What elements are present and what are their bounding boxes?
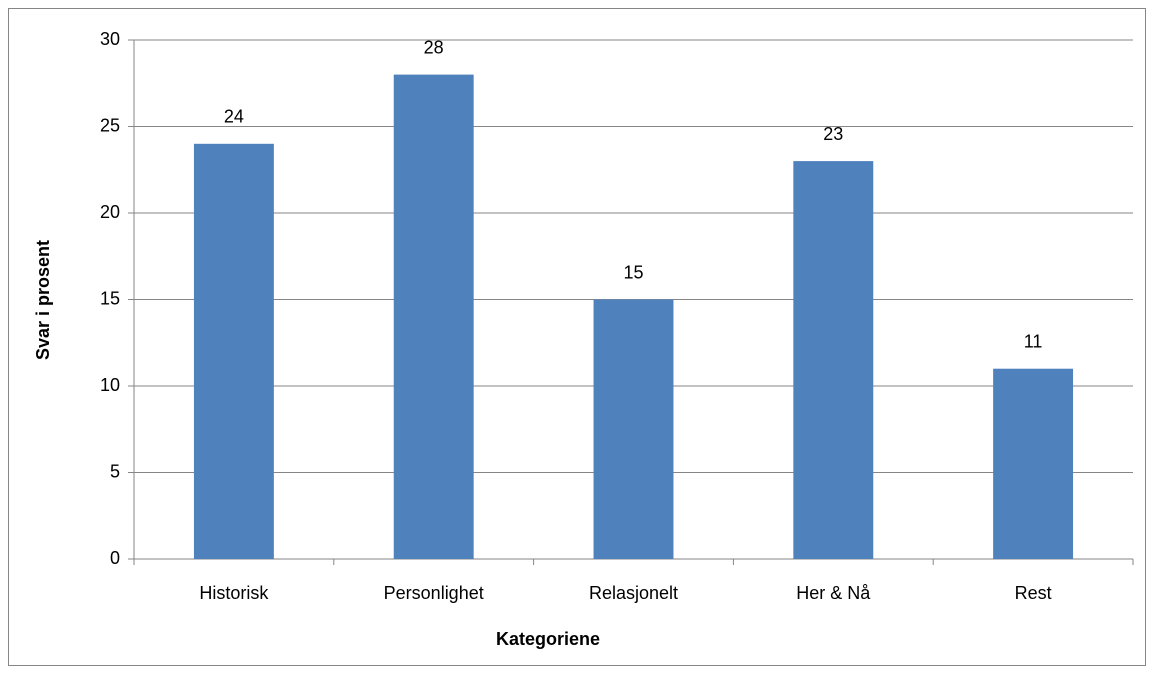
y-tick-label: 10 — [100, 375, 120, 395]
bar — [593, 299, 674, 559]
x-tick-label: Historisk — [199, 583, 269, 603]
x-axis-title: Kategoriene — [496, 629, 600, 649]
bar — [993, 368, 1074, 559]
x-tick-label: Relasjonelt — [589, 583, 678, 603]
data-label: 24 — [224, 107, 244, 127]
x-tick-label: Rest — [1015, 583, 1052, 603]
y-tick-label: 5 — [110, 461, 120, 481]
data-label: 15 — [623, 262, 643, 282]
y-tick-label: 30 — [100, 29, 120, 49]
data-label: 23 — [823, 124, 843, 144]
y-tick-label: 0 — [110, 548, 120, 568]
bar — [793, 161, 874, 559]
y-tick-label: 20 — [100, 202, 120, 222]
x-tick-label: Her & Nå — [796, 583, 871, 603]
bar — [193, 143, 274, 560]
x-tick-label: Personlighet — [384, 583, 484, 603]
y-tick-label: 15 — [100, 288, 120, 308]
data-label: 28 — [424, 37, 444, 57]
y-axis-title: Svar i prosent — [33, 240, 53, 360]
bar — [393, 74, 474, 559]
data-label: 11 — [1024, 331, 1043, 351]
y-tick-label: 25 — [100, 115, 120, 135]
chart-border — [8, 8, 1146, 666]
